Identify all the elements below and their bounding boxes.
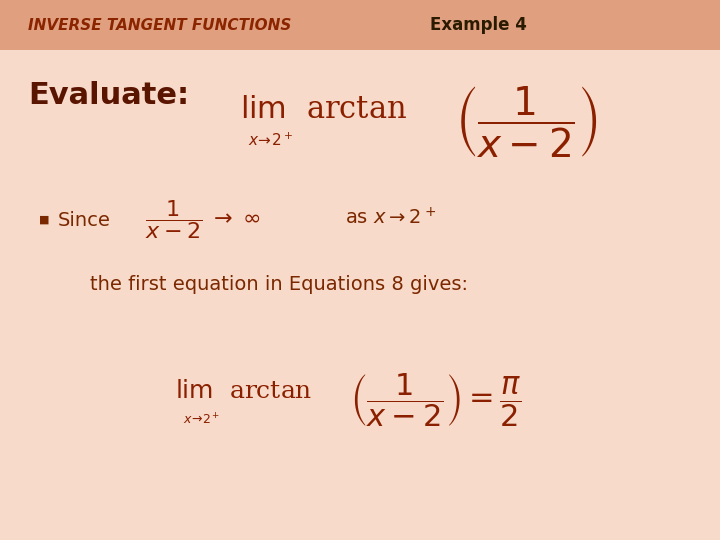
Text: the first equation in Equations 8 gives:: the first equation in Equations 8 gives: <box>90 275 468 294</box>
Text: $x\!\rightarrow\!2^+$: $x\!\rightarrow\!2^+$ <box>248 131 293 148</box>
Text: $\dfrac{1}{x-2}\;\rightarrow\;\infty$: $\dfrac{1}{x-2}\;\rightarrow\;\infty$ <box>145 199 261 241</box>
Text: $x\!\rightarrow\!2^+$: $x\!\rightarrow\!2^+$ <box>183 413 220 428</box>
Text: $\blacksquare$: $\blacksquare$ <box>38 214 50 226</box>
FancyBboxPatch shape <box>0 0 720 50</box>
Text: $\lim$  arctan: $\lim$ arctan <box>240 94 408 125</box>
Text: Evaluate:: Evaluate: <box>28 80 189 110</box>
Text: $\left(\dfrac{1}{x-2}\right)$: $\left(\dfrac{1}{x-2}\right)$ <box>455 84 598 160</box>
Text: INVERSE TANGENT FUNCTIONS: INVERSE TANGENT FUNCTIONS <box>28 17 292 32</box>
Text: $\lim$  arctan: $\lim$ arctan <box>175 381 312 403</box>
Text: Since: Since <box>58 211 111 229</box>
Text: $\left(\dfrac{1}{x-2}\right)=\dfrac{\pi}{2}$: $\left(\dfrac{1}{x-2}\right)=\dfrac{\pi}… <box>350 371 522 429</box>
Text: Example 4: Example 4 <box>430 16 527 34</box>
Text: as $x \rightarrow 2^+$: as $x \rightarrow 2^+$ <box>345 207 436 228</box>
